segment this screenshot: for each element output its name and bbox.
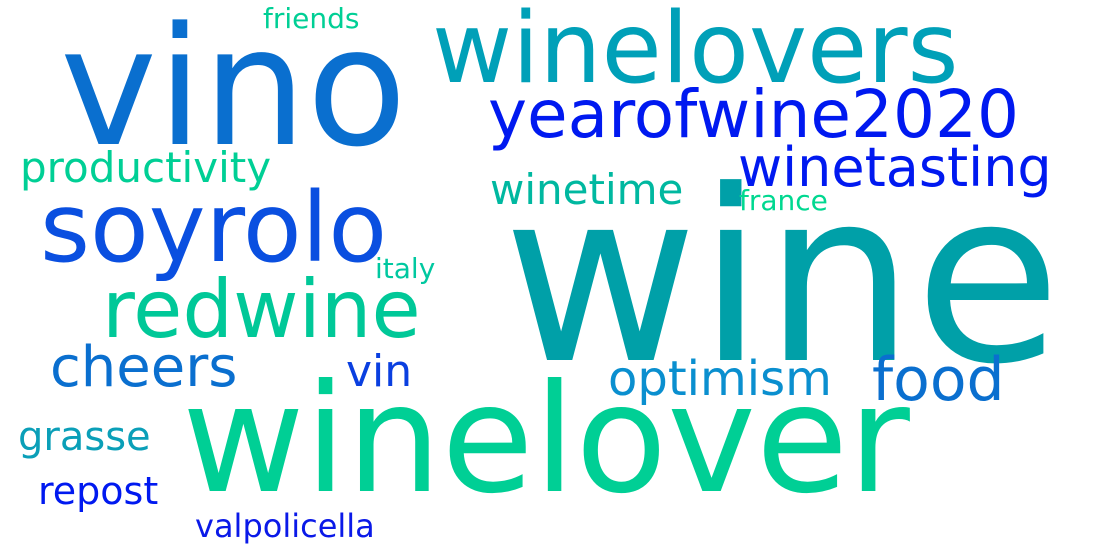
word-productivity: productivity xyxy=(20,143,272,192)
word-winelovers: winelovers xyxy=(432,0,959,106)
word-repost: repost xyxy=(38,469,159,513)
word-wine: wine xyxy=(503,140,1062,417)
word-france: france xyxy=(739,184,828,217)
word-winelover: winelover xyxy=(182,353,910,527)
word-grasse: grasse xyxy=(18,414,151,460)
word-winetasting: winetasting xyxy=(738,136,1052,199)
word-yearofwine2020: yearofwine2020 xyxy=(488,76,1019,153)
word-valpolicella: valpolicella xyxy=(195,507,375,545)
word-redwine: redwine xyxy=(102,263,421,356)
word-winetime: winetime xyxy=(490,165,684,214)
word-optimism: optimism xyxy=(608,351,832,407)
word-friends: friends xyxy=(263,2,360,35)
word-cheers: cheers xyxy=(50,335,238,400)
word-food: food xyxy=(872,345,1005,415)
word-vin: vin xyxy=(346,346,413,397)
word-italy: italy xyxy=(375,252,436,285)
word-soyrolo: soyrolo xyxy=(40,172,388,284)
word-vino: vino xyxy=(60,0,407,183)
